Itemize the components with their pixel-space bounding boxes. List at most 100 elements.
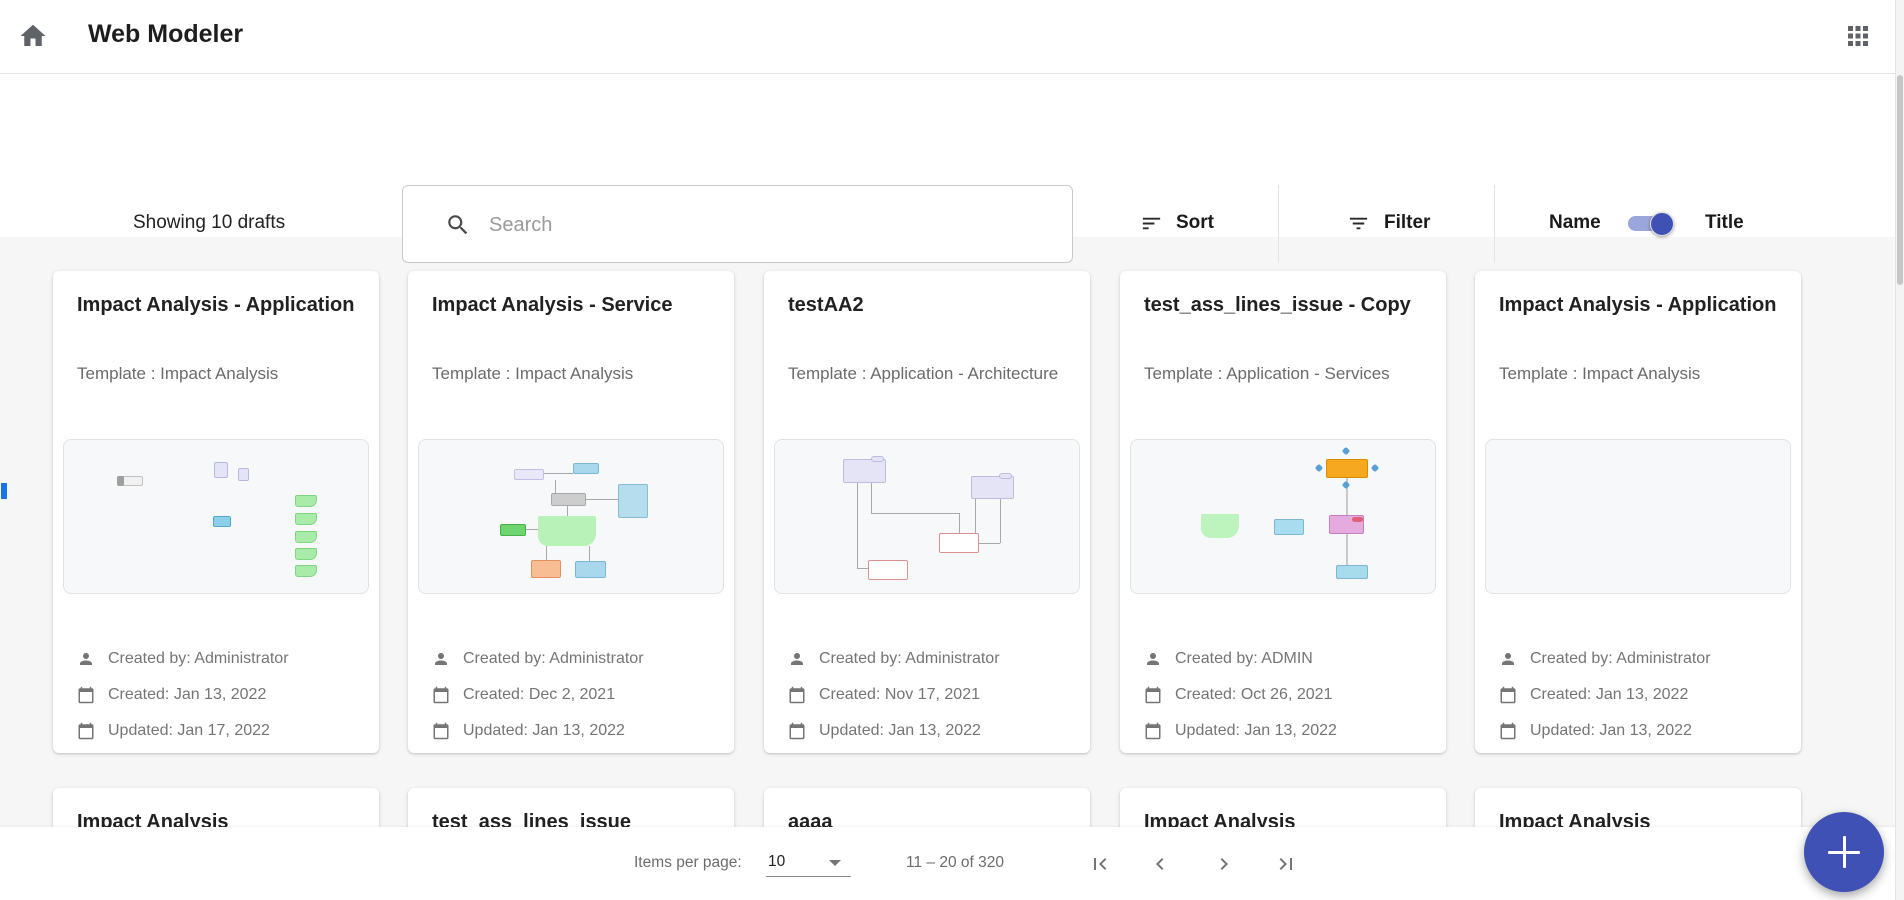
diagram-shape [214,462,228,478]
person-icon [80,653,92,665]
next-page-button[interactable] [1212,852,1236,876]
card-title: test_ass_lines_issue - Copy [1144,294,1411,316]
card-updated-date: Updated: Jan 13, 2022 [1499,720,1692,742]
card-template-label: Template : Impact Analysis [432,364,634,383]
card-template-label: Template : Impact Analysis [1499,364,1701,383]
sort-icon [1142,217,1161,230]
diagram-shape [868,560,908,580]
app-title: Web Modeler [88,20,244,48]
filter-icon [1349,217,1368,230]
card-created-by: Created by: Administrator [1499,648,1711,670]
filter-label[interactable]: Filter [1384,212,1431,233]
filter-button[interactable] [1347,212,1370,240]
diagram-shape [999,473,1012,479]
toolbar-divider [1278,185,1279,263]
diagram-shape [531,560,561,578]
person-icon [791,653,803,665]
items-per-page-select[interactable]: 10 [766,846,851,877]
vertical-scrollbar[interactable] [1895,0,1904,900]
diagram-shape [295,513,317,525]
toggle-thumb [1650,212,1674,236]
diagram-shape [1336,565,1368,579]
items-per-page-label: Items per page: [634,854,742,871]
diagram-shape [1314,463,1324,473]
showing-count-label: Showing 10 drafts [133,212,286,233]
chevron-right-icon [1220,858,1228,870]
diagram-shape [1341,446,1351,456]
card-created-date: Created: Jan 13, 2022 [77,684,266,706]
name-title-toggle[interactable] [1628,208,1674,238]
card-template-label: Template : Application - Services [1144,364,1390,383]
card-created-by: Created by: Administrator [77,648,289,670]
draft-card[interactable]: Impact Analysis - Application Template :… [53,271,379,753]
diagram-shape [1370,463,1380,473]
search-input[interactable] [487,187,1051,263]
diagram-shape [939,533,979,553]
previous-page-button[interactable] [1148,852,1172,876]
diagram-shape [618,484,648,518]
apps-grid-button[interactable] [1843,21,1873,51]
paginator: Items per page: 10 11 – 20 of 320 [0,827,1904,900]
card-created-date: Created: Jan 13, 2022 [1499,684,1688,706]
diagram-shape [538,516,596,546]
calendar-icon [78,686,94,704]
toggle-title-label: Title [1705,212,1744,233]
search-box [402,185,1073,263]
person-icon [1147,653,1159,665]
plus-icon [1842,836,1846,868]
calendar-icon [1145,722,1161,740]
diagram-shape [295,548,317,560]
calendar-icon [433,722,449,740]
last-page-button[interactable] [1274,852,1298,876]
diagram-shape [573,463,599,474]
sort-label[interactable]: Sort [1176,212,1214,233]
card-created-by: Created by: ADMIN [1144,648,1313,670]
calendar-icon [789,722,805,740]
home-button[interactable] [18,21,48,51]
card-created-date: Created: Nov 17, 2021 [788,684,980,706]
draft-card[interactable]: Impact Analysis - Application Template :… [1475,271,1801,753]
card-title: testAA2 [788,294,864,316]
card-template-label: Template : Application - Architecture [788,364,1059,383]
draft-card[interactable]: Impact Analysis - Service Template : Imp… [408,271,734,753]
diagram-shape [1201,514,1239,538]
dropdown-arrow-icon [829,860,841,866]
diagram-shape [295,531,317,543]
first-page-button[interactable] [1088,852,1112,876]
left-edge-marker [1,483,7,499]
card-template-label: Template : Impact Analysis [77,364,279,383]
card-created-date: Created: Oct 26, 2021 [1144,684,1332,706]
page-range-label: 11 – 20 of 320 [906,854,1004,871]
card-thumbnail [418,439,724,594]
card-created-by: Created by: Administrator [432,648,644,670]
diagram-shape [871,456,884,462]
apps-grid-icon [1848,26,1868,46]
diagram-shape [295,565,317,577]
last-page-icon [1279,858,1292,870]
diagram-shape [514,469,544,480]
card-title: Impact Analysis - Application [77,294,355,316]
diagram-shape [213,516,231,527]
person-icon [435,653,447,665]
diagram-shape [1326,459,1368,478]
add-draft-button[interactable] [1804,812,1884,892]
card-created-by: Created by: Administrator [788,648,1000,670]
card-thumbnail [774,439,1080,594]
diagram-shape [1352,517,1363,522]
draft-card[interactable]: testAA2 Template : Application - Archite… [764,271,1090,753]
draft-card[interactable]: test_ass_lines_issue - Copy Template : A… [1120,271,1446,753]
diagram-shape [500,524,526,536]
calendar-icon [1145,686,1161,704]
toolbar-divider [1494,185,1495,263]
chevron-left-icon [1156,858,1164,870]
calendar-icon [1500,686,1516,704]
person-icon [1502,653,1514,665]
home-icon [20,24,46,46]
diagram-shape [1274,519,1304,535]
card-thumbnail [63,439,369,594]
toolbar: Showing 10 drafts Sort Filter Name Title [0,73,1904,263]
sort-button[interactable] [1140,212,1163,240]
scrollbar-thumb[interactable] [1897,75,1903,285]
app-header: Web Modeler [0,0,1904,74]
diagram-shape [238,468,249,481]
